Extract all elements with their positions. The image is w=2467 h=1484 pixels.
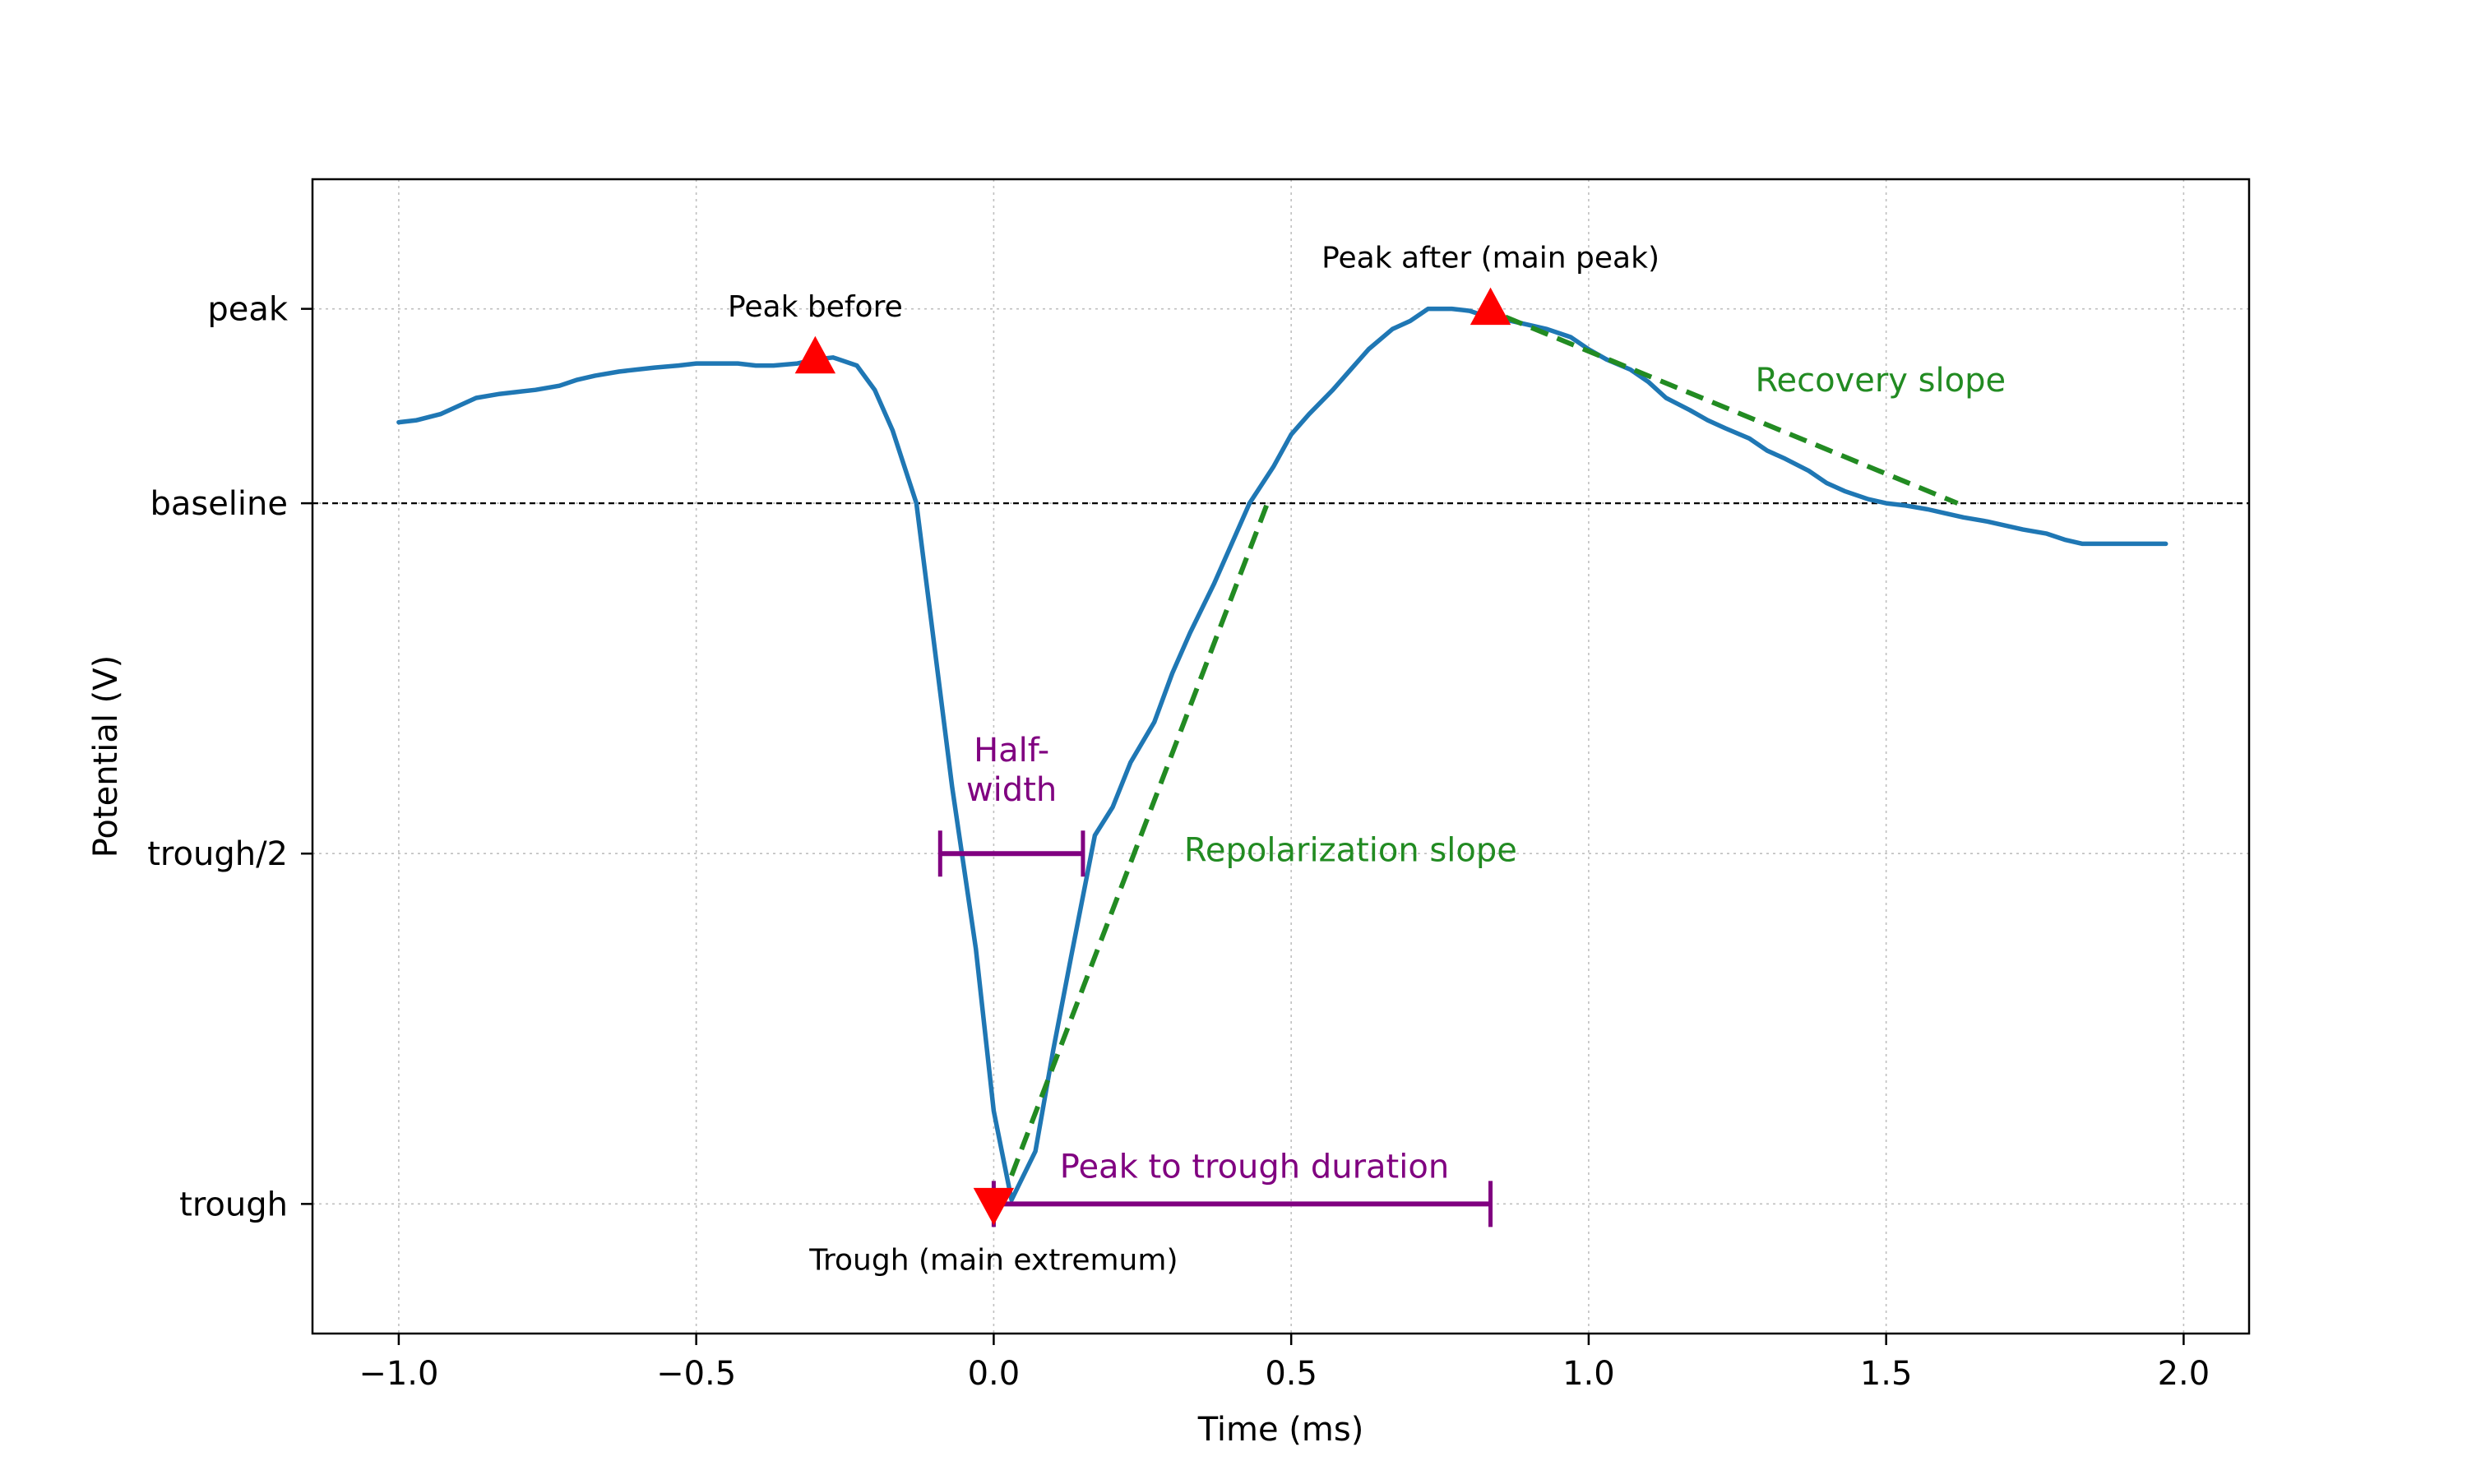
y-axis-label: Potential (V) <box>87 655 125 858</box>
peak-before-label: Peak before <box>728 290 903 324</box>
half-width-label: Half-width <box>966 732 1057 809</box>
x-axis-label: Time (ms) <box>1197 1411 1364 1449</box>
y-tick-label: baseline <box>150 485 288 523</box>
recovery-slope-line <box>1504 314 1959 506</box>
peak-after-marker <box>1470 287 1511 326</box>
x-tick-label: 1.0 <box>1562 1355 1615 1393</box>
trough-marker <box>973 1187 1015 1226</box>
repolarization-slope-line <box>1009 502 1271 1177</box>
peak-to-trough-label: Peak to trough duration <box>1060 1148 1449 1186</box>
x-tick-label: 2.0 <box>2158 1355 2210 1393</box>
y-tick-label: trough <box>179 1186 288 1223</box>
trough-label: Trough (main extremum) <box>808 1243 1178 1277</box>
y-tick-label: trough/2 <box>147 835 288 873</box>
half-width-label-line: Half- <box>974 732 1049 770</box>
x-tick-label: 1.5 <box>1860 1355 1913 1393</box>
waveform-line <box>396 306 2168 1203</box>
y-tick-label: peak <box>207 291 289 329</box>
repolarization-slope-label: Repolarization slope <box>1184 831 1517 869</box>
x-tick-label: −1.0 <box>359 1355 438 1393</box>
plot-frame <box>311 178 2251 1335</box>
recovery-slope-label: Recovery slope <box>1755 362 2006 400</box>
x-tick-label: 0.0 <box>968 1355 1021 1393</box>
x-tick-label: 0.5 <box>1265 1355 1317 1393</box>
half-width-label-line: width <box>966 771 1057 809</box>
peak-before-marker <box>794 335 836 374</box>
peak-after-label: Peak after (main peak) <box>1321 242 1659 275</box>
x-tick-label: −0.5 <box>656 1355 736 1393</box>
